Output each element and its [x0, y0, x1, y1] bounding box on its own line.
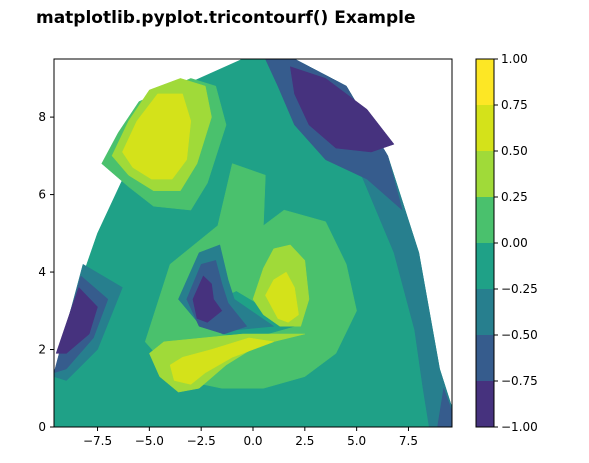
colorbar-tick-label: 0.00: [501, 236, 528, 250]
contour-region-3: [437, 388, 452, 427]
colorbar-segment: [476, 381, 494, 427]
colorbar-tick: −0.75: [494, 374, 538, 388]
y-tick-label: 2: [38, 343, 46, 357]
x-tick-label: 5.0: [347, 434, 366, 448]
colorbar-tick-label: −0.50: [501, 328, 538, 342]
x-tick: 7.5: [399, 427, 418, 448]
contour-region-16: [265, 271, 299, 323]
colorbar-segment: [476, 105, 494, 151]
colorbar-tick: −0.50: [494, 328, 538, 342]
y-tick: 6: [38, 188, 54, 202]
colorbar-segment: [476, 289, 494, 335]
x-tick-label: −7.5: [83, 434, 112, 448]
x-tick: 0.0: [243, 427, 263, 448]
colorbar-segment: [476, 59, 494, 105]
y-tick-label: 6: [38, 188, 46, 202]
y-axis: 0 2 4 6 8: [38, 110, 54, 434]
x-tick: 5.0: [347, 427, 366, 448]
contour-region-14: [169, 337, 274, 385]
colorbar-tick: 0.00: [494, 236, 528, 250]
colorbar-tick-label: −0.75: [501, 374, 538, 388]
y-tick: 0: [38, 420, 54, 434]
y-tick-label: 0: [38, 420, 46, 434]
colorbar-tick: 0.75: [494, 98, 528, 112]
colorbar-tick: 1.00: [494, 52, 528, 66]
x-tick: −5.0: [135, 427, 164, 448]
x-tick: −2.5: [187, 427, 216, 448]
contour-fill-group: [54, 59, 452, 427]
x-tick-label: 7.5: [399, 434, 418, 448]
colorbar-tick-label: −0.25: [501, 282, 538, 296]
colorbar-tick-label: 1.00: [501, 52, 528, 66]
colorbar-tick: −1.00: [494, 420, 538, 434]
colorbar-tick-label: 0.25: [501, 190, 528, 204]
y-tick-label: 8: [38, 110, 46, 124]
x-tick-label: −2.5: [187, 434, 216, 448]
y-tick-label: 4: [38, 265, 46, 279]
x-tick: −7.5: [83, 427, 112, 448]
x-tick: 2.5: [295, 427, 314, 448]
y-tick: 4: [38, 265, 54, 279]
chart-title: matplotlib.pyplot.tricontourf() Example: [36, 8, 416, 28]
colorbar-tick: 0.50: [494, 144, 528, 158]
x-tick-label: 0.0: [243, 434, 262, 448]
contour-region-10: [122, 93, 192, 180]
x-tick-label: −5.0: [135, 434, 164, 448]
contour-region-7: [55, 287, 98, 354]
contour-region-19: [192, 275, 223, 323]
colorbar-tick: −0.25: [494, 282, 538, 296]
colorbar-tick-label: 0.75: [501, 98, 528, 112]
y-tick: 8: [38, 110, 54, 124]
colorbar-segment: [476, 335, 494, 381]
colorbar-tick: 0.25: [494, 190, 528, 204]
colorbar: −1.00 −0.75 −0.50 −0.25 0.00 0.25 0.50 0.75 1.00: [475, 52, 538, 434]
colorbar-segment: [476, 197, 494, 243]
contour-region-4: [290, 66, 395, 153]
y-tick: 2: [38, 343, 54, 357]
colorbar-segment: [476, 243, 494, 289]
colorbar-tick-label: −1.00: [501, 420, 538, 434]
x-tick-label: 2.5: [295, 434, 314, 448]
colorbar-tick-label: 0.50: [501, 144, 528, 158]
colorbar-segment: [476, 151, 494, 197]
x-axis: −7.5 −5.0 −2.5 0.0 2.5 5.0 7.5: [83, 427, 418, 448]
